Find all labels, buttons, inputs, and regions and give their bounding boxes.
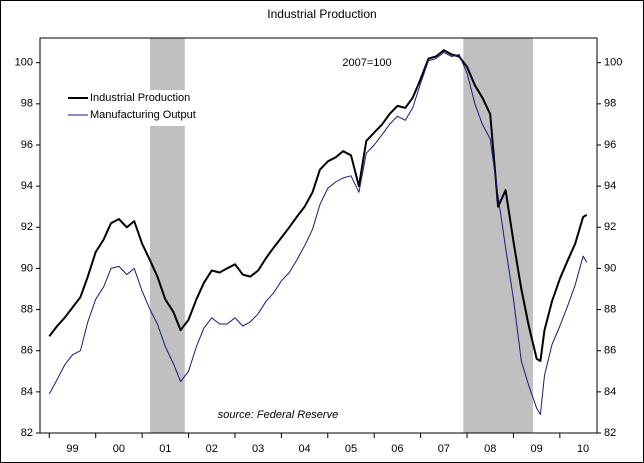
recession-band: [463, 38, 533, 433]
y2-tick-label: 86: [604, 345, 616, 357]
x-tick-label: 05: [345, 443, 357, 455]
annotation: source: Federal Reserve: [218, 409, 338, 421]
x-tick-label: 02: [206, 443, 218, 455]
plot-frame: [39, 37, 598, 434]
y2-tick-label: 90: [604, 262, 616, 274]
y-tick-label: 86: [21, 345, 33, 357]
x-tick-label: 10: [577, 443, 589, 455]
y2-tick-label: 88: [604, 303, 616, 315]
x-tick-label: 01: [159, 443, 171, 455]
y2-tick-label: 96: [604, 139, 616, 151]
y-tick-label: 88: [21, 303, 33, 315]
chart-title: Industrial Production: [267, 7, 376, 21]
y-tick-label: 92: [21, 221, 33, 233]
y2-tick-label: 100: [604, 57, 622, 69]
x-tick-label: 00: [113, 443, 125, 455]
y-tick-label: 98: [21, 98, 33, 110]
x-tick-label: 06: [391, 443, 403, 455]
x-tick-label: 08: [484, 443, 496, 455]
x-tick-label: 04: [298, 443, 310, 455]
x-tick-label: 99: [66, 443, 78, 455]
y2-tick-label: 84: [604, 386, 616, 398]
y2-tick-label: 92: [604, 221, 616, 233]
y-tick-label: 94: [21, 180, 33, 192]
x-tick-label: 03: [252, 443, 264, 455]
y2-tick-label: 82: [604, 427, 616, 439]
y2-tick-label: 94: [604, 180, 616, 192]
legend-label: Manufacturing Output: [90, 109, 196, 121]
annotation: 2007=100: [342, 57, 391, 69]
legend-box: [66, 90, 222, 126]
y-tick-label: 90: [21, 262, 33, 274]
y2-tick-label: 98: [604, 98, 616, 110]
y-tick-label: 82: [21, 427, 33, 439]
x-tick-label: 09: [531, 443, 543, 455]
series-line: [48, 51, 588, 415]
series-line: [48, 49, 588, 362]
y-tick-label: 96: [21, 139, 33, 151]
legend-label: Industrial Production: [90, 92, 190, 104]
y-tick-label: 100: [15, 57, 33, 69]
x-tick-label: 07: [438, 443, 450, 455]
y-tick-label: 84: [21, 386, 33, 398]
